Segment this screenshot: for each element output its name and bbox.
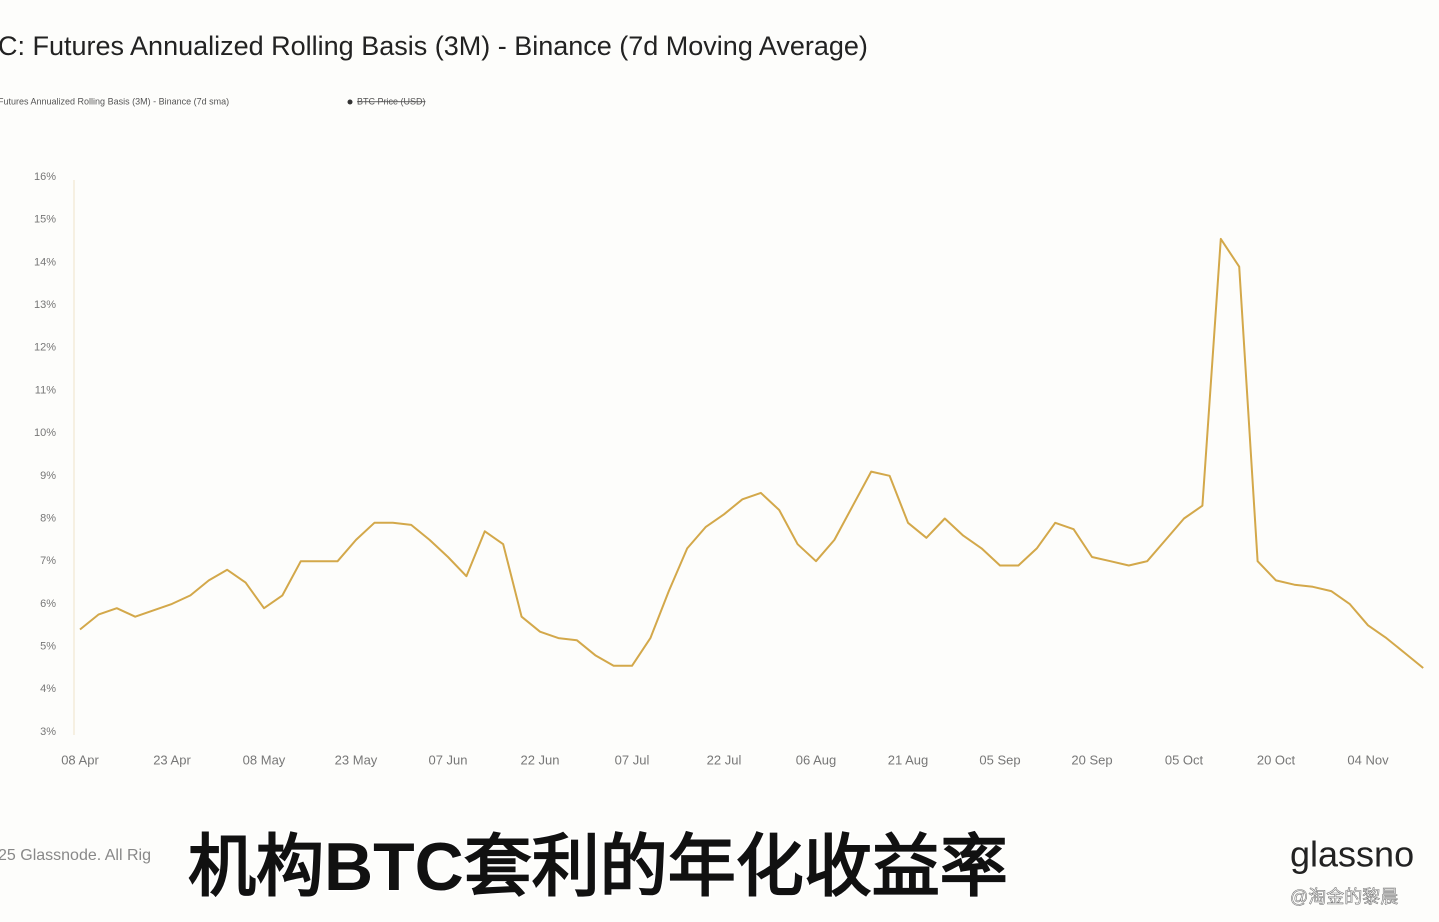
y-tick-label: 15% xyxy=(34,214,56,226)
x-tick-label: 08 Apr xyxy=(61,752,99,767)
y-tick-label: 11% xyxy=(35,384,56,396)
y-tick-label: 6% xyxy=(40,598,56,610)
y-tick-label: 16% xyxy=(34,171,56,183)
y-tick-label: 14% xyxy=(34,256,56,268)
y-tick-label: 5% xyxy=(40,641,56,653)
chart-title: C: Futures Annualized Rolling Basis (3M)… xyxy=(0,31,868,61)
x-tick-label: 20 Sep xyxy=(1071,752,1112,767)
x-tick-label: 06 Aug xyxy=(796,752,837,767)
x-tick-label: 23 Apr xyxy=(153,752,191,767)
watermark: @淘金的黎晨 xyxy=(1290,887,1398,907)
x-tick-label: 20 Oct xyxy=(1257,752,1296,767)
y-tick-label: 10% xyxy=(34,427,56,439)
x-tick-label: 07 Jul xyxy=(615,752,650,767)
x-tick-label: 08 May xyxy=(243,752,286,767)
y-tick-label: 13% xyxy=(34,299,56,311)
legend-entry[interactable]: Futures Annualized Rolling Basis (3M) - … xyxy=(0,96,229,106)
legend-entry-inactive[interactable]: BTC Price (USD) xyxy=(357,96,426,106)
y-tick-label: 3% xyxy=(40,726,56,738)
x-tick-label: 21 Aug xyxy=(888,752,929,767)
logo: glassno xyxy=(1290,834,1414,875)
x-tick-label: 22 Jul xyxy=(707,752,742,767)
x-tick-label: 05 Sep xyxy=(979,752,1020,767)
x-tick-label: 23 May xyxy=(335,752,378,767)
y-tick-label: 4% xyxy=(40,683,56,695)
y-tick-label: 9% xyxy=(40,470,56,482)
y-tick-label: 7% xyxy=(40,555,56,567)
x-tick-label: 05 Oct xyxy=(1165,752,1204,767)
x-tick-label: 04 Nov xyxy=(1347,752,1389,767)
y-tick-label: 8% xyxy=(40,512,56,524)
y-tick-label: 12% xyxy=(34,342,56,354)
data-line xyxy=(79,237,1424,669)
footer: 25 Glassnode. All Rig xyxy=(0,847,151,864)
x-tick-label: 22 Jun xyxy=(520,752,559,767)
legend-dot xyxy=(347,99,353,105)
subtitle: 机构BTC套利的年化收益率 xyxy=(188,829,1008,905)
x-tick-label: 07 Jun xyxy=(428,752,467,767)
